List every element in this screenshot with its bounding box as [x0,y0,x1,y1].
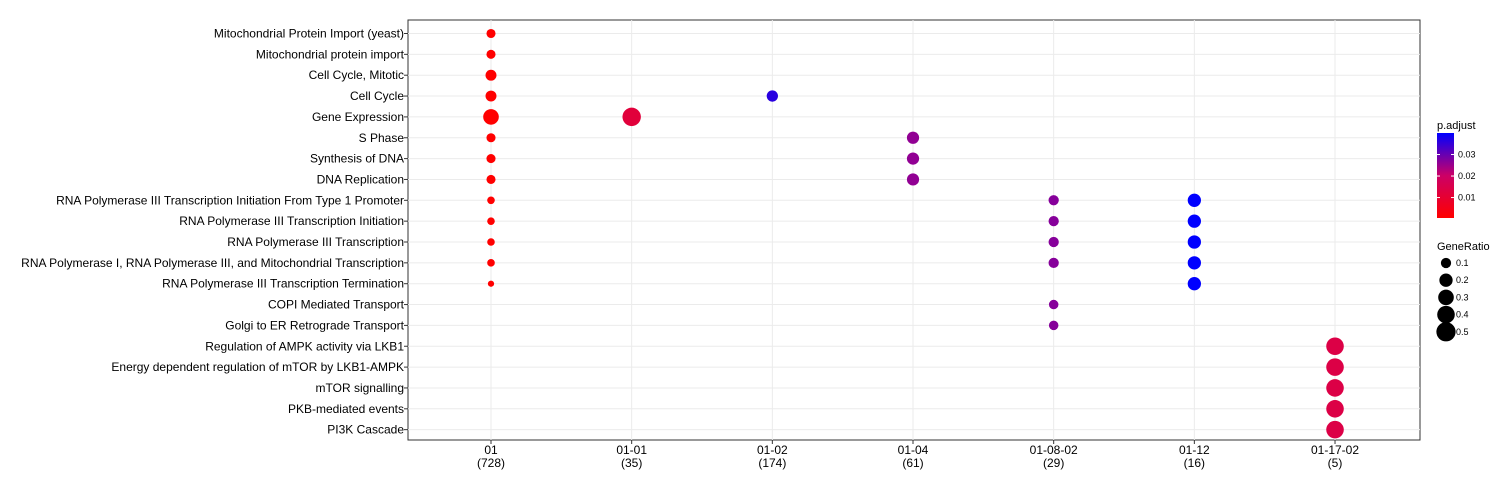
y-tick-label: RNA Polymerase III Transcription Initiat… [179,214,404,228]
data-point [766,90,778,102]
y-tick-label: Golgi to ER Retrograde Transport [225,318,404,332]
color-legend-label: 0.02 [1458,171,1476,181]
size-legend-point [1438,289,1454,306]
size-legend-point [1437,305,1455,324]
size-legend-label: 0.3 [1456,292,1469,302]
data-point [1048,216,1059,227]
data-point [1326,379,1344,397]
size-legend-label: 0.5 [1456,327,1469,337]
x-axis: 01(728) 01-01(35) 01-02(174) 01-04(61) 01-08… [477,440,1359,470]
data-point [486,154,496,164]
data-point [486,28,496,39]
size-legend-point [1439,273,1453,287]
y-tick-label: mTOR signalling [316,381,404,395]
data-point [1187,193,1201,207]
y-tick-label: Mitochondrial protein import [256,47,405,61]
x-count-label: (728) [477,456,505,470]
data-point [487,259,495,267]
x-tick-label: 01-01 [616,443,647,457]
data-point [487,217,495,225]
x-tick-label: 01-17-02 [1311,443,1359,457]
color-legend-label: 0.01 [1458,193,1476,203]
x-tick-label: 01-04 [898,443,929,457]
y-tick-label: RNA Polymerase III Transcription [227,235,404,249]
color-legend-label: 0.03 [1458,150,1476,160]
y-tick-label: DNA Replication [317,172,404,186]
data-point [487,280,495,287]
x-count-label: (16) [1184,456,1205,470]
y-tick-label: Mitochondrial Protein Import (yeast) [214,27,404,41]
data-point [1048,299,1059,310]
data-point [486,174,496,184]
data-point [485,69,497,81]
y-tick-label: RNA Polymerase III Transcription Initiat… [56,193,404,207]
data-point [1187,235,1201,249]
data-point [486,49,496,59]
size-legend-title: GeneRatio [1437,241,1490,253]
x-tick-label: 01-02 [757,443,788,457]
y-tick-label: PI3K Cascade [327,423,404,437]
y-tick-label: S Phase [359,131,405,145]
data-point [622,107,641,127]
data-point [485,90,497,102]
data-point [906,152,920,165]
y-tick-label: Gene Expression [312,110,404,124]
data-point [483,109,499,125]
y-tick-label: COPI Mediated Transport [268,298,405,312]
x-count-label: (5) [1328,456,1343,470]
data-points [483,28,1344,439]
legend: p.adjust 0.01 0.02 0.03 GeneRatio 0.1 0.2 0.3 0.… [1436,120,1490,342]
data-point [906,173,920,186]
plot-panel [407,19,1421,441]
x-tick-label: 01 [484,443,498,457]
data-point [487,238,495,246]
size-legend-point [1436,322,1456,342]
y-tick-label: Energy dependent regulation of mTOR by L… [111,360,404,374]
data-point [1048,236,1059,248]
color-legend-bar [1437,133,1454,218]
size-legend-label: 0.4 [1456,310,1469,320]
y-tick-label: RNA Polymerase I, RNA Polymerase III, an… [21,256,404,270]
x-count-label: (61) [902,456,923,470]
x-count-label: (29) [1043,456,1064,470]
y-tick-label: RNA Polymerase III Transcription Termina… [162,277,404,291]
data-point [906,131,920,144]
data-point [1326,420,1344,439]
y-tick-label: Cell Cycle, Mitotic [309,68,404,82]
y-axis: Mitochondrial Protein Import (yeast) Mito… [21,27,408,437]
grid-lines [408,20,1420,440]
data-point [1326,358,1344,376]
x-count-label: (35) [621,456,642,470]
data-point [1048,195,1059,206]
size-legend-point [1440,257,1452,269]
size-legend-label: 0.1 [1456,258,1469,268]
data-point [1048,257,1059,268]
x-tick-label: 01-08-02 [1030,443,1078,457]
data-point [1326,337,1344,356]
y-tick-label: PKB-mediated events [288,402,404,416]
y-tick-label: Synthesis of DNA [310,152,404,166]
x-count-label: (174) [758,456,786,470]
data-point [1326,400,1344,418]
size-legend-label: 0.2 [1456,275,1469,285]
data-point [487,196,495,205]
data-point [1187,214,1201,228]
color-legend-title: p.adjust [1437,120,1476,132]
data-point [486,133,496,143]
x-tick-label: 01-12 [1179,443,1210,457]
data-point [1187,256,1201,270]
data-point [1187,277,1201,291]
y-tick-label: Regulation of AMPK activity via LKB1 [205,339,404,353]
y-tick-label: Cell Cycle [350,89,404,103]
data-point [1048,320,1059,331]
